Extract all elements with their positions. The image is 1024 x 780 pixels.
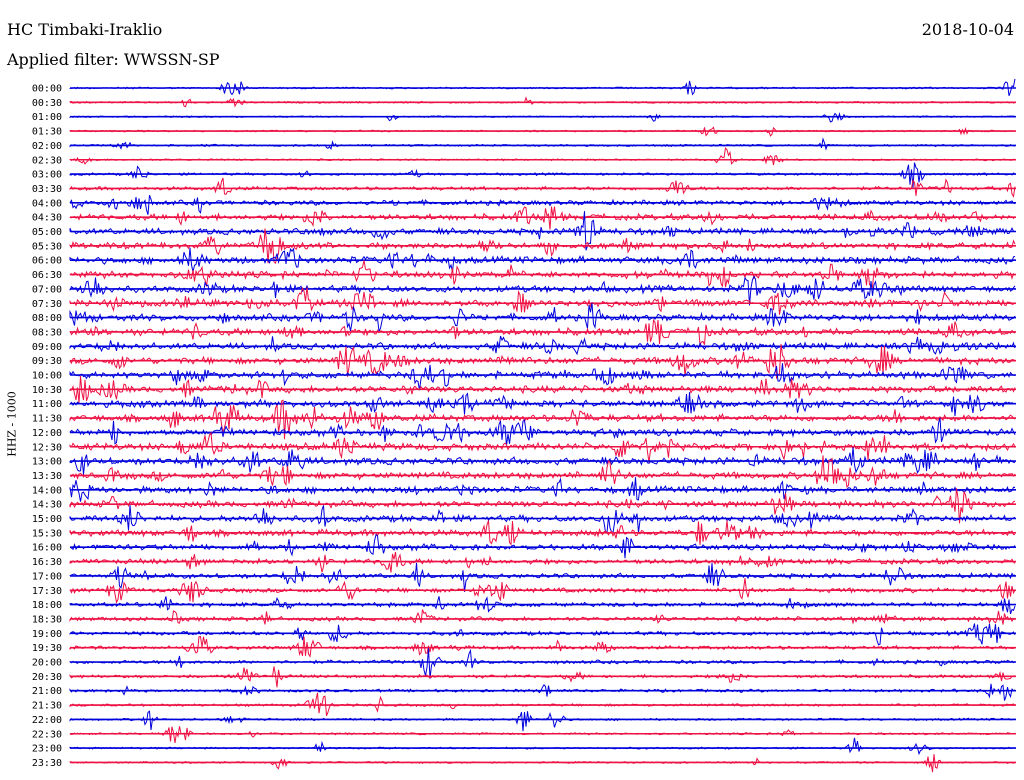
trace-time-label: 12:30 (32, 442, 62, 453)
station-title: HC Timbaki-Iraklio (7, 20, 163, 39)
trace-time-label: 14:00 (32, 485, 62, 496)
trace-time-label: 09:00 (32, 342, 62, 353)
trace-time-label: 12:00 (32, 428, 62, 439)
trace-time-label: 08:30 (32, 327, 62, 338)
seismic-trace (69, 562, 1016, 592)
seismic-trace (69, 286, 1016, 315)
seismic-trace (69, 726, 1016, 743)
seismic-trace (69, 260, 1016, 289)
trace-time-label: 04:00 (32, 198, 62, 209)
trace-time-label: 07:00 (32, 284, 62, 295)
seismic-trace (69, 177, 1016, 198)
trace-time-label: 14:30 (32, 500, 62, 511)
trace-time-label: 07:30 (32, 299, 62, 310)
trace-time-label: 02:30 (32, 155, 62, 166)
seismic-trace (69, 335, 1016, 356)
trace-time-label: 15:30 (32, 528, 62, 539)
seismic-trace (69, 431, 1016, 463)
filter-label: Applied filter: WWSSN-SP (7, 50, 220, 69)
seismic-trace (69, 275, 1016, 306)
trace-time-label: 11:00 (32, 399, 62, 410)
trace-time-label: 16:00 (32, 543, 62, 554)
trace-time-label: 16:30 (32, 557, 62, 568)
trace-time-label: 06:30 (32, 270, 62, 281)
trace-time-label: 13:00 (32, 457, 62, 468)
trace-time-label: 18:00 (32, 600, 62, 611)
trace-time-label: 22:30 (32, 729, 62, 740)
seismic-trace (69, 195, 1016, 215)
trace-time-label: 04:30 (32, 213, 62, 224)
trace-time-label: 22:00 (32, 715, 62, 726)
seismic-trace (69, 147, 1016, 166)
trace-time-label: 03:00 (32, 170, 62, 181)
trace-time-label: 20:00 (32, 658, 62, 669)
trace-time-label: 01:30 (32, 127, 62, 138)
trace-time-label: 13:30 (32, 471, 62, 482)
seismic-trace (69, 111, 1016, 123)
date-label: 2018-10-04 (921, 20, 1014, 39)
trace-time-label: 17:30 (32, 586, 62, 597)
seismic-trace (69, 636, 1016, 658)
seismic-trace (69, 710, 1016, 732)
trace-time-label: 21:30 (32, 701, 62, 712)
seismic-trace (69, 683, 1016, 701)
trace-time-label: 23:00 (32, 744, 62, 755)
seismic-trace (69, 211, 1016, 251)
trace-time-label: 00:00 (32, 84, 62, 95)
trace-time-label: 05:00 (32, 227, 62, 238)
seismic-trace (69, 137, 1016, 151)
trace-time-label: 01:00 (32, 112, 62, 123)
trace-time-label: 15:00 (32, 514, 62, 525)
trace-time-label: 19:30 (32, 643, 62, 654)
trace-time-label: 20:30 (32, 672, 62, 683)
seismic-trace (69, 623, 1016, 646)
trace-time-label: 02:00 (32, 141, 62, 152)
seismic-trace (69, 488, 1016, 524)
trace-time-label: 00:30 (32, 98, 62, 109)
trace-time-label: 11:30 (32, 414, 62, 425)
trace-time-label: 21:00 (32, 686, 62, 697)
trace-time-label: 10:00 (32, 371, 62, 382)
trace-time-label: 19:00 (32, 629, 62, 640)
seismic-trace (69, 609, 1016, 625)
trace-time-label: 08:00 (32, 313, 62, 324)
trace-time-label: 17:00 (32, 571, 62, 582)
trace-time-label: 03:30 (32, 184, 62, 195)
seismic-trace (69, 247, 1016, 273)
trace-time-label: 23:30 (32, 758, 62, 769)
seismic-trace (69, 648, 1016, 679)
seismic-trace (69, 206, 1016, 230)
trace-time-label: 09:30 (32, 356, 62, 367)
seismic-trace (69, 455, 1016, 488)
trace-time-label: 18:30 (32, 614, 62, 625)
trace-time-label: 10:30 (32, 385, 62, 396)
seismic-trace (69, 737, 1016, 756)
trace-time-label: 06:00 (32, 256, 62, 267)
trace-time-label: 05:30 (32, 241, 62, 252)
seismic-trace (69, 162, 1016, 188)
